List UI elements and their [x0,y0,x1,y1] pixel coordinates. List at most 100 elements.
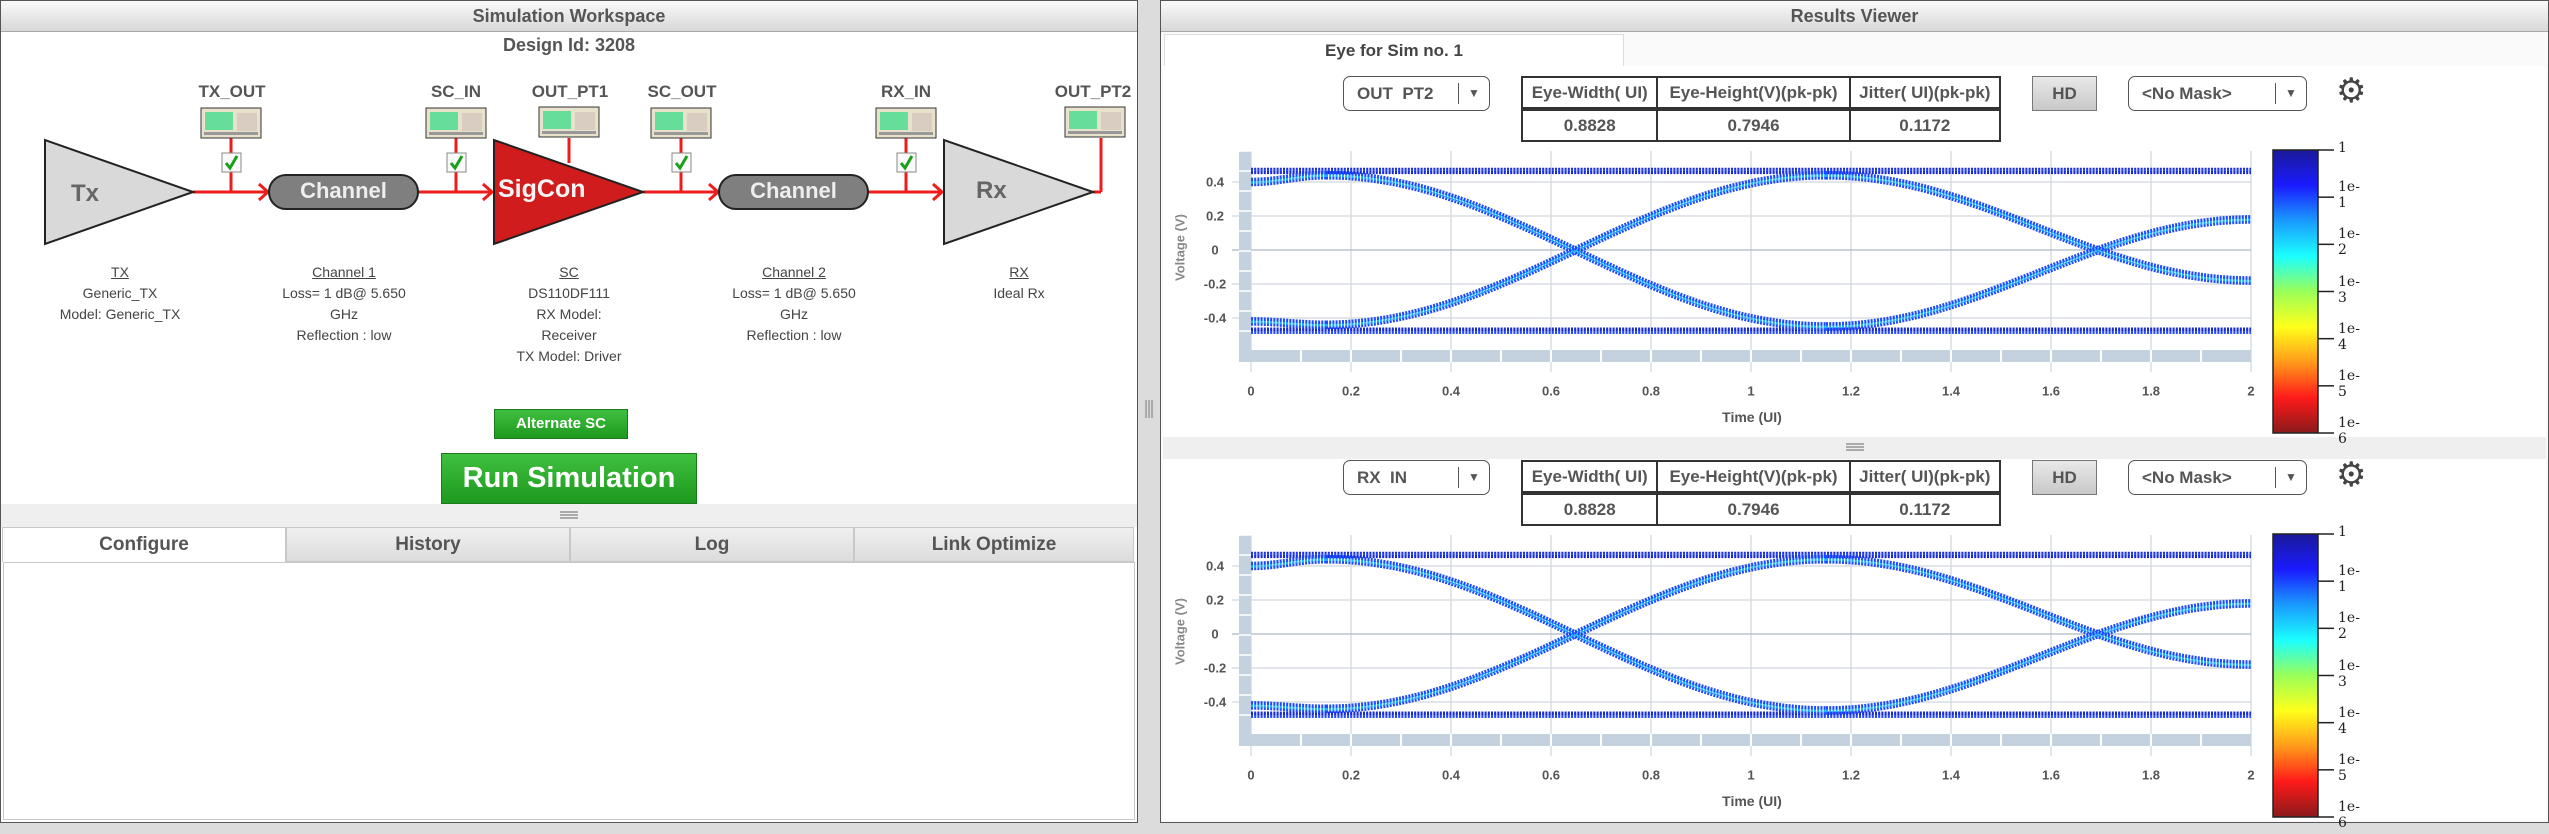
hd-button-1[interactable]: HD [2032,76,2097,111]
divider-grip-mid [1148,400,1150,418]
x-tick-label: 2 [2247,767,2255,783]
run-simulation-button[interactable]: Run Simulation [441,453,697,504]
eye-traces [1251,167,2251,334]
gear-icon[interactable]: ⚙ [2336,456,2367,494]
colorbar-label: 1e-1 [2338,563,2360,596]
tx-description: TX Generic_TX Model: Generic_TX [60,262,181,325]
scope-icon-sc-in[interactable] [425,107,487,139]
tab-eye-sim-1[interactable]: Eye for Sim no. 1 [1164,34,1624,67]
colorbar-label: 1e-2 [2338,610,2360,643]
colorbar-label: 1e-3 [2338,273,2360,306]
checkbox-rx-in[interactable] [896,152,917,173]
mask-select-value: <No Mask> [2142,468,2232,487]
x-tick-label: 1 [1747,383,1755,399]
colorbar-label: 1e-2 [2338,226,2360,259]
rx-block-label: Rx [976,177,1007,204]
colorbar-label: 1e-6 [2338,415,2360,447]
alternate-sc-button[interactable]: Alternate SC [494,409,628,439]
scope-icon-tx-out[interactable] [200,107,262,139]
x-tick-label: 1.8 [2141,767,2161,783]
scope-icon-out-pt1[interactable] [538,106,600,138]
rx-desc-line: Ideal Rx [993,285,1045,301]
probe-label-tx-out: TX_OUT [198,82,266,101]
channel2-desc-line: GHz [779,306,808,322]
x-tick-label: 1.2 [1841,767,1861,783]
colorbar-label: 1 [2338,524,2347,540]
checkbox-sc-out[interactable] [671,152,692,173]
channel2-description: Channel 2 Loss= 1 dB@ 5.650 GHz Reflecti… [732,262,856,346]
tx-block-label: Tx [71,180,100,207]
colorbar-label: 1e-4 [2338,704,2360,737]
probe-select-2[interactable]: RX IN ▼ [1343,460,1490,495]
workspace-title: Simulation Workspace [1,1,1137,32]
x-tick-label: 0.8 [1641,767,1661,783]
probe-checkboxes [221,152,917,173]
sigcon-block[interactable] [493,138,647,246]
channel1-desc-line: Loss= 1 dB@ 5.650 [282,285,406,301]
tab-log[interactable]: Log [570,527,854,562]
tab-configure[interactable]: Configure [2,527,286,562]
y-tick-label: 0.2 [1205,592,1225,608]
tx-desc-heading[interactable]: TX [111,264,129,280]
channel2-desc-line: Reflection : low [746,327,842,343]
metric-header: Eye-Height(V)(pk-pk) [1656,76,1851,111]
sc-desc-line: RX Model: [536,306,602,322]
eye-height-value: 0.7946 [1656,492,1851,526]
checkbox-tx-out[interactable] [221,152,242,173]
probe-select-1[interactable]: OUT PT2 ▼ [1343,76,1490,111]
x-tick-label: 1.8 [2141,383,2161,399]
x-tick-label: 1.6 [2041,767,2061,783]
y-tick-label: 0.2 [1205,208,1225,224]
panel-divider[interactable] [1138,0,1160,826]
gear-icon[interactable]: ⚙ [2336,72,2367,110]
metric-header: Jitter( UI)(pk-pk) [1848,460,2002,495]
eye-traces [1251,551,2251,718]
sc-desc-heading[interactable]: SC [559,264,579,280]
tx-block[interactable] [44,138,197,246]
probe-select-value: OUT PT2 [1357,84,1434,103]
eye-width-value: 0.8828 [1520,108,1659,142]
probe-label-sc-out: SC_OUT [647,82,717,101]
mask-select-2[interactable]: <No Mask> ▼ [2128,460,2307,495]
checkbox-sc-in[interactable] [446,152,467,173]
workspace-splitter[interactable] [1,504,1137,527]
design-id: Design Id: 3208 [502,35,636,55]
colorbar-label: 1e-5 [2338,751,2360,784]
channel1-block[interactable] [268,174,419,210]
hd-button-2[interactable]: HD [2032,460,2097,495]
mask-select-value: <No Mask> [2142,84,2232,103]
scope-icons [200,106,1126,139]
y-tick-label: 0.4 [1205,174,1225,190]
y-tick-label: 0 [1211,242,1219,258]
channel2-desc-heading[interactable]: Channel 2 [762,264,826,280]
tab-link-optimize[interactable]: Link Optimize [854,527,1134,562]
colorbar-label: 1e-4 [2338,320,2360,353]
rx-block[interactable] [943,138,1097,246]
scope-icon-sc-out[interactable] [650,107,712,139]
grip-icon [560,511,578,519]
results-splitter[interactable] [1163,437,2546,459]
x-tick-label: 0.2 [1341,767,1361,783]
probe-label-out-pt1: OUT_PT1 [531,82,609,101]
channel1-desc-line: Reflection : low [296,327,392,343]
y-tick-label: 0 [1211,626,1219,642]
scope-icon-rx-in[interactable] [875,107,937,139]
rx-desc-heading[interactable]: RX [1009,264,1029,280]
eye-metrics-table-1: Eye-Width( UI) Eye-Height(V)(pk-pk) Jitt… [1520,76,2002,142]
eye-width-value: 0.8828 [1520,492,1659,526]
scope-icon-out-pt2[interactable] [1064,106,1126,138]
tx-desc-line: Model: Generic_TX [59,306,181,322]
channel2-block[interactable] [718,174,869,210]
chevron-down-icon: ▼ [2285,86,2297,100]
y-axis-label: Voltage (V) [1172,214,1188,281]
y-tick-label: -0.4 [1203,310,1227,326]
link-diagram [44,106,1126,246]
channel1-desc-line: GHz [329,306,358,322]
x-tick-label: 1.4 [1941,383,1961,399]
eye-height-value: 0.7946 [1656,108,1851,142]
tab-history[interactable]: History [286,527,570,562]
mask-select-1[interactable]: <No Mask> ▼ [2128,76,2307,111]
tx-desc-line: Generic_TX [82,285,158,301]
tab-content-area [3,562,1135,820]
channel1-desc-heading[interactable]: Channel 1 [312,264,376,280]
